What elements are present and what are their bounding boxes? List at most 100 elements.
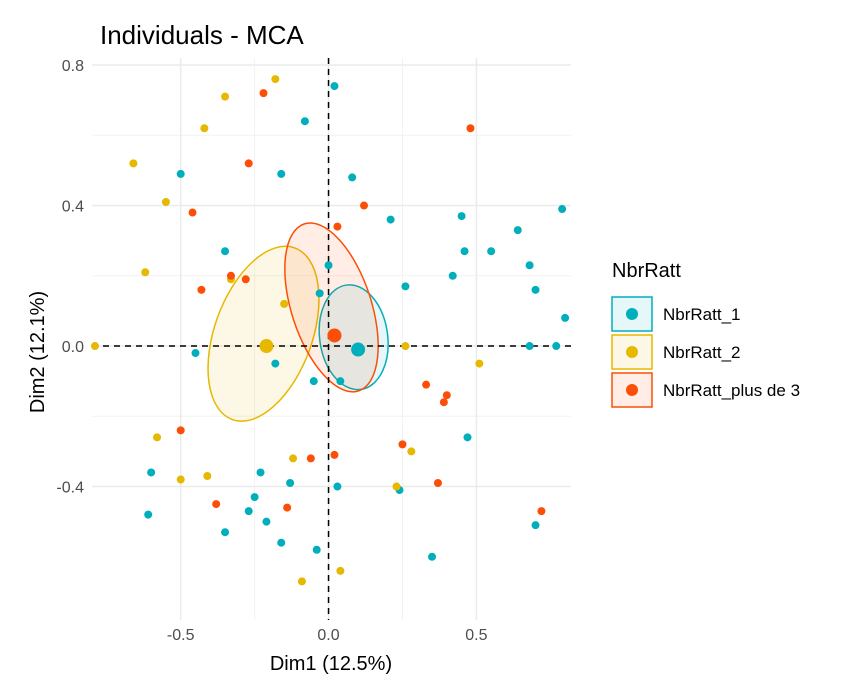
data-point <box>330 450 339 459</box>
data-point <box>457 212 466 221</box>
data-point <box>212 500 221 509</box>
data-point <box>144 510 153 519</box>
data-point <box>525 261 534 270</box>
data-point <box>386 215 395 224</box>
legend: NbrRatt NbrRatt_1 NbrRatt_2 NbrRatt_plus de… <box>611 260 800 408</box>
data-point <box>141 268 150 277</box>
data-point <box>309 377 318 386</box>
data-point <box>250 493 259 502</box>
data-point <box>129 159 138 168</box>
data-point <box>188 208 197 217</box>
legend-key-marker <box>626 346 638 358</box>
legend-key-marker <box>626 308 638 320</box>
data-point <box>256 468 265 477</box>
data-point <box>552 342 561 351</box>
data-point <box>442 391 451 400</box>
y-tick-label: 0.0 <box>62 339 84 356</box>
legend-label: NbrRatt_2 <box>663 343 740 362</box>
data-point <box>433 479 442 488</box>
data-point <box>422 380 431 389</box>
x-tick-label: -0.5 <box>167 627 195 644</box>
group-centroid <box>259 339 274 354</box>
data-point <box>306 454 315 463</box>
x-tick-label: 0.0 <box>317 627 339 644</box>
data-point <box>221 528 230 537</box>
data-point <box>531 521 540 530</box>
data-point <box>561 313 570 322</box>
data-point <box>277 169 286 178</box>
data-point <box>525 342 534 351</box>
legend-label: NbrRatt_1 <box>663 305 740 324</box>
data-point <box>244 507 253 516</box>
y-tick-label: -0.4 <box>56 480 84 497</box>
legend-key-marker <box>626 384 638 396</box>
data-point <box>161 198 170 207</box>
y-tick-label: 0.8 <box>62 58 84 75</box>
data-point <box>324 261 333 270</box>
data-point <box>475 359 484 368</box>
data-point <box>336 377 345 386</box>
data-point <box>283 503 292 512</box>
data-point <box>241 275 250 284</box>
data-point <box>448 271 457 280</box>
data-point <box>360 201 369 210</box>
plot-area: -0.5 0.0 0.5 -0.4 0.0 0.4 0.8 <box>56 58 571 644</box>
data-point <box>191 349 200 358</box>
data-point <box>153 433 162 442</box>
data-point <box>259 89 268 98</box>
data-point <box>333 482 342 491</box>
data-point <box>271 359 280 368</box>
data-point <box>312 545 321 554</box>
legend-label: NbrRatt_plus de 3 <box>663 381 800 400</box>
confidence-ellipse <box>207 245 320 422</box>
data-point <box>176 426 185 435</box>
data-point <box>90 342 99 351</box>
data-point <box>558 205 567 214</box>
data-point <box>401 342 410 351</box>
data-point <box>336 566 345 575</box>
data-point <box>176 475 185 484</box>
data-point <box>280 299 289 308</box>
data-point <box>203 471 212 480</box>
data-point <box>333 222 342 231</box>
y-axis-label: Dim2 (12.1%) <box>27 291 49 413</box>
data-point <box>197 285 206 294</box>
data-point <box>315 289 324 298</box>
data-point <box>297 577 306 586</box>
data-point <box>262 517 271 526</box>
data-point <box>513 226 522 235</box>
data-point <box>289 454 298 463</box>
data-point <box>463 433 472 442</box>
data-point <box>439 398 448 407</box>
data-point <box>466 124 475 133</box>
data-point <box>330 82 339 91</box>
y-tick-label: 0.4 <box>62 199 84 216</box>
group-centroid <box>327 328 342 343</box>
data-point <box>200 124 209 133</box>
data-point <box>300 117 309 126</box>
data-point <box>221 92 230 101</box>
data-point <box>428 552 437 561</box>
data-point <box>487 247 496 256</box>
data-point <box>244 159 253 168</box>
data-point <box>537 507 546 516</box>
data-point <box>271 75 280 84</box>
data-point <box>407 447 416 456</box>
data-point <box>226 271 235 280</box>
group-centroid <box>351 342 366 357</box>
data-point <box>398 440 407 449</box>
x-axis-label: Dim1 (12.5%) <box>270 653 392 675</box>
data-point <box>531 285 540 294</box>
legend-title: NbrRatt <box>612 260 681 282</box>
chart-title: Individuals - MCA <box>100 20 304 50</box>
data-point <box>221 247 230 256</box>
data-point <box>277 538 286 547</box>
data-point <box>401 282 410 291</box>
x-tick-label: 0.5 <box>465 627 487 644</box>
data-point <box>176 169 185 178</box>
data-point <box>286 479 295 488</box>
data-point <box>460 247 469 256</box>
data-point <box>147 468 156 477</box>
data-point <box>392 482 401 491</box>
